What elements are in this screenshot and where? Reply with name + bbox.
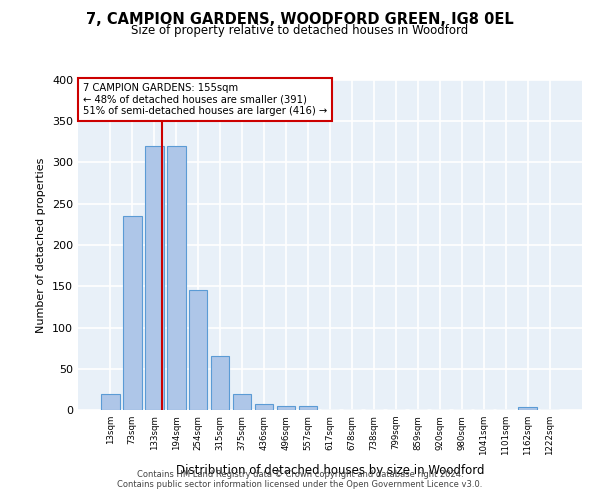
Bar bbox=[145, 146, 164, 410]
Bar bbox=[299, 406, 317, 410]
Y-axis label: Number of detached properties: Number of detached properties bbox=[37, 158, 46, 332]
Bar bbox=[211, 356, 229, 410]
Bar bbox=[233, 394, 251, 410]
X-axis label: Distribution of detached houses by size in Woodford: Distribution of detached houses by size … bbox=[176, 464, 484, 476]
Bar bbox=[255, 404, 274, 410]
Bar bbox=[189, 290, 208, 410]
Bar bbox=[167, 146, 185, 410]
Text: 7, CAMPION GARDENS, WOODFORD GREEN, IG8 0EL: 7, CAMPION GARDENS, WOODFORD GREEN, IG8 … bbox=[86, 12, 514, 28]
Text: Contains public sector information licensed under the Open Government Licence v3: Contains public sector information licen… bbox=[118, 480, 482, 489]
Text: Size of property relative to detached houses in Woodford: Size of property relative to detached ho… bbox=[131, 24, 469, 37]
Bar bbox=[518, 406, 537, 410]
Text: 7 CAMPION GARDENS: 155sqm
← 48% of detached houses are smaller (391)
51% of semi: 7 CAMPION GARDENS: 155sqm ← 48% of detac… bbox=[83, 84, 327, 116]
Bar bbox=[123, 216, 142, 410]
Bar bbox=[101, 394, 119, 410]
Bar bbox=[277, 406, 295, 410]
Text: Contains HM Land Registry data © Crown copyright and database right 2024.: Contains HM Land Registry data © Crown c… bbox=[137, 470, 463, 479]
